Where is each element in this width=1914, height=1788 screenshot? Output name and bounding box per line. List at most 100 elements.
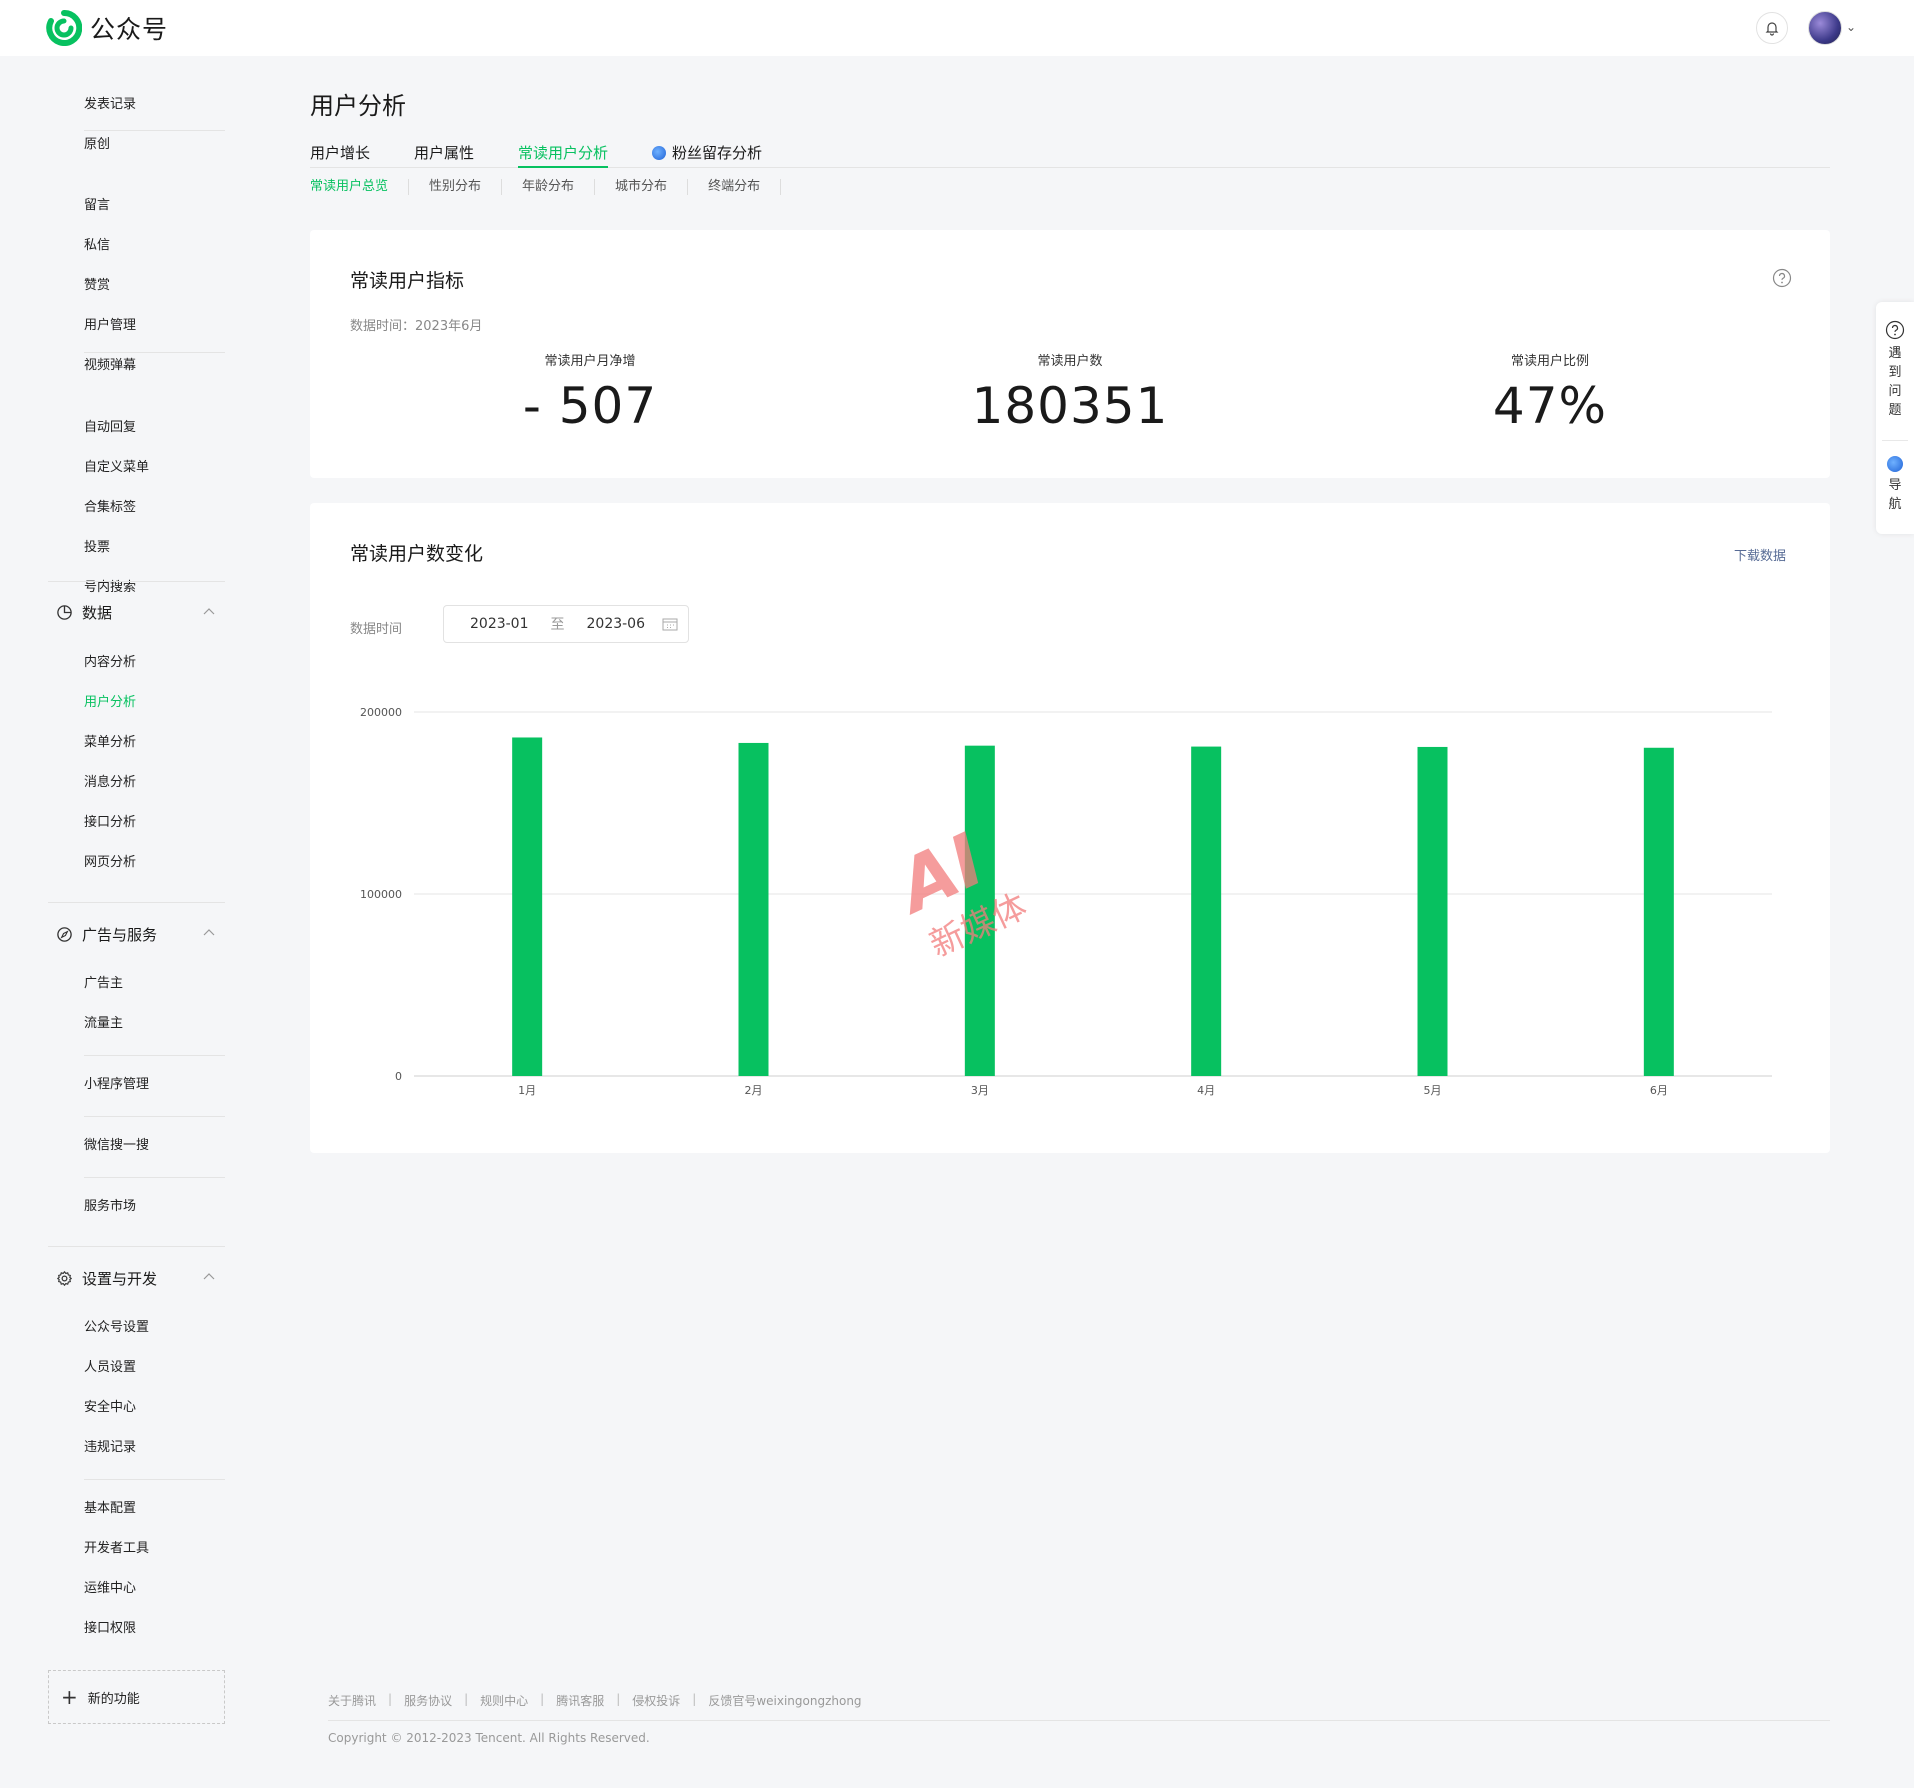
pie-chart-icon (57, 604, 72, 620)
chevron-up-icon[interactable] (202, 605, 216, 619)
tab-fan-retention[interactable]: 粉丝留存分析 (652, 142, 762, 168)
footer-link[interactable]: 腾讯客服 (556, 1694, 605, 1708)
sidebar-item[interactable]: 原创 (84, 137, 111, 152)
sidebar-item[interactable]: 用户管理 (84, 318, 137, 333)
card-title: 常读用户数变化 (350, 543, 484, 565)
new-feature-label: 新的功能 (87, 1691, 140, 1707)
bar[interactable] (512, 737, 543, 1076)
tab-label: 粉丝留存分析 (672, 144, 763, 162)
bell-icon (1765, 22, 1779, 36)
sidebar-item[interactable]: 自动回复 (84, 420, 137, 435)
date-range-picker[interactable]: 2023-01 至 2023-06 (443, 605, 689, 643)
indicator-card: 常读用户指标 数据时间：2023年6月 常读用户月净增 - 507 常读用户数 … (310, 230, 1830, 478)
sidebar-item[interactable]: 人员设置 (84, 1360, 137, 1375)
sidebar-item[interactable]: 公众号设置 (84, 1320, 150, 1335)
sidebar-item[interactable]: 内容分析 (84, 655, 137, 670)
metric-label: 常读用户月净增 (544, 354, 636, 369)
subtab-city[interactable]: 城市分布 (595, 179, 689, 195)
sidebar-item[interactable]: 菜单分析 (84, 735, 137, 750)
sidebar-item[interactable]: 投票 (84, 540, 111, 555)
sidebar-item[interactable]: 自定义菜单 (84, 460, 150, 475)
sidebar-item[interactable]: 网页分析 (84, 855, 137, 870)
bar[interactable] (1417, 746, 1448, 1076)
subtab-gender[interactable]: 性别分布 (409, 179, 503, 195)
footer-link[interactable]: 反馈官号weixingongzhong (708, 1694, 862, 1708)
tab-frequent-readers[interactable]: 常读用户分析 (518, 142, 609, 168)
gear-icon (57, 1270, 72, 1286)
metric-value: 47% (1492, 377, 1608, 435)
page-title: 用户分析 (310, 92, 406, 120)
section-label: 设置与开发 (82, 1269, 158, 1288)
app-logo[interactable]: 公众号 (46, 10, 168, 46)
sidebar-item[interactable]: 接口权限 (84, 1621, 137, 1636)
footer-link[interactable]: 服务协议 (404, 1694, 453, 1708)
sidebar-item[interactable]: 合集标签 (84, 500, 137, 515)
sidebar-item[interactable]: 接口分析 (84, 815, 137, 830)
sidebar-item[interactable]: 号内搜索 (84, 580, 137, 595)
sidebar-item[interactable]: 微信搜一搜 (84, 1138, 150, 1153)
sidebar-item[interactable]: 流量主 (84, 1016, 124, 1031)
chevron-up-icon[interactable] (202, 1270, 216, 1284)
bar-chart: 200000 100000 0 1月 2月 3月 4月 5月 6月 (360, 706, 1772, 1097)
sidebar-item[interactable]: 违规记录 (84, 1440, 137, 1455)
plus-icon: + (61, 1685, 78, 1709)
sidebar-item[interactable]: 小程序管理 (84, 1077, 150, 1092)
globe-icon (1887, 456, 1903, 472)
notification-button[interactable] (1756, 12, 1788, 44)
footer-links: 关于腾讯 | 服务协议 | 规则中心 | 腾讯客服 | 侵权投诉 | 反馈官号weixin… (328, 1692, 862, 1708)
chevron-up-icon[interactable] (202, 926, 216, 940)
x-tick-label: 5月 (1424, 1084, 1442, 1097)
sidebar-item[interactable]: 基本配置 (84, 1501, 137, 1516)
sidebar-item[interactable]: 用户分析 (84, 695, 137, 710)
metric-net-growth: 常读用户月净增 - 507 (390, 350, 790, 435)
avatar[interactable] (1808, 11, 1842, 45)
sidebar-item[interactable]: 消息分析 (84, 775, 137, 790)
new-feature-button[interactable]: + 新的功能 (48, 1670, 225, 1724)
bar[interactable] (1643, 747, 1674, 1076)
x-tick-label: 2月 (745, 1084, 763, 1097)
subtab-device[interactable]: 终端分布 (688, 179, 782, 195)
subtab-overview[interactable]: 常读用户总览 (310, 179, 410, 195)
y-tick-label: 100000 (360, 888, 402, 901)
compass-icon (57, 926, 72, 942)
sidebar-item[interactable]: 安全中心 (84, 1400, 137, 1415)
help-icon[interactable] (1772, 268, 1792, 288)
nav-button[interactable]: 导航 (1876, 456, 1914, 514)
bar[interactable] (964, 745, 995, 1076)
divider (84, 1116, 225, 1117)
download-data-link[interactable]: 下载数据 (1734, 549, 1787, 564)
app-title: 公众号 (90, 15, 169, 44)
tab-user-attributes[interactable]: 用户属性 (414, 144, 475, 162)
chevron-down-icon[interactable]: ⌄ (1846, 20, 1857, 34)
footer-link[interactable]: 关于腾讯 (328, 1694, 377, 1708)
sidebar-item[interactable]: 私信 (84, 238, 111, 253)
tab-user-growth[interactable]: 用户增长 (310, 144, 371, 162)
sidebar-item[interactable]: 留言 (84, 198, 111, 213)
metric-label: 常读用户数 (1037, 354, 1103, 369)
sidebar-item[interactable]: 视频弹幕 (84, 358, 137, 373)
subtab-age[interactable]: 年龄分布 (502, 179, 596, 195)
bar[interactable] (738, 742, 769, 1076)
sidebar-item[interactable]: 发表记录 (84, 97, 137, 112)
help-button[interactable]: 遇到问题 (1876, 320, 1914, 420)
sidebar-item[interactable]: 广告主 (84, 976, 124, 991)
sidebar-section-settings[interactable]: 设置与开发 (56, 1265, 157, 1291)
date-start: 2023-01 (470, 616, 529, 632)
bar[interactable] (1191, 746, 1222, 1076)
help-label: 遇到问题 (1888, 346, 1902, 418)
footer-link[interactable]: 规则中心 (480, 1694, 529, 1708)
subtab-bar: 常读用户总览 性别分布 年龄分布 城市分布 终端分布 (310, 176, 782, 198)
sidebar-item[interactable]: 服务市场 (84, 1199, 137, 1214)
x-tick-label: 6月 (1650, 1084, 1668, 1097)
divider (48, 902, 225, 903)
sidebar-item[interactable]: 运维中心 (84, 1581, 137, 1596)
tab-bar: 用户增长 用户属性 常读用户分析 粉丝留存分析 (310, 138, 1830, 168)
sidebar-item[interactable]: 赞赏 (84, 278, 111, 293)
sidebar: 发表记录 原创 留言 私信 赞赏 用户管理 视频弹幕 自动回复 自定义菜单 合集标签 投票 号内搜索 … (0, 56, 240, 1788)
sidebar-item[interactable]: 开发者工具 (84, 1541, 150, 1556)
divider (84, 130, 225, 131)
sidebar-section-ads[interactable]: 广告与服务 (56, 921, 157, 947)
divider (48, 1246, 225, 1247)
footer-link[interactable]: 侵权投诉 (632, 1694, 681, 1708)
sidebar-section-data[interactable]: 数据 (56, 599, 112, 625)
